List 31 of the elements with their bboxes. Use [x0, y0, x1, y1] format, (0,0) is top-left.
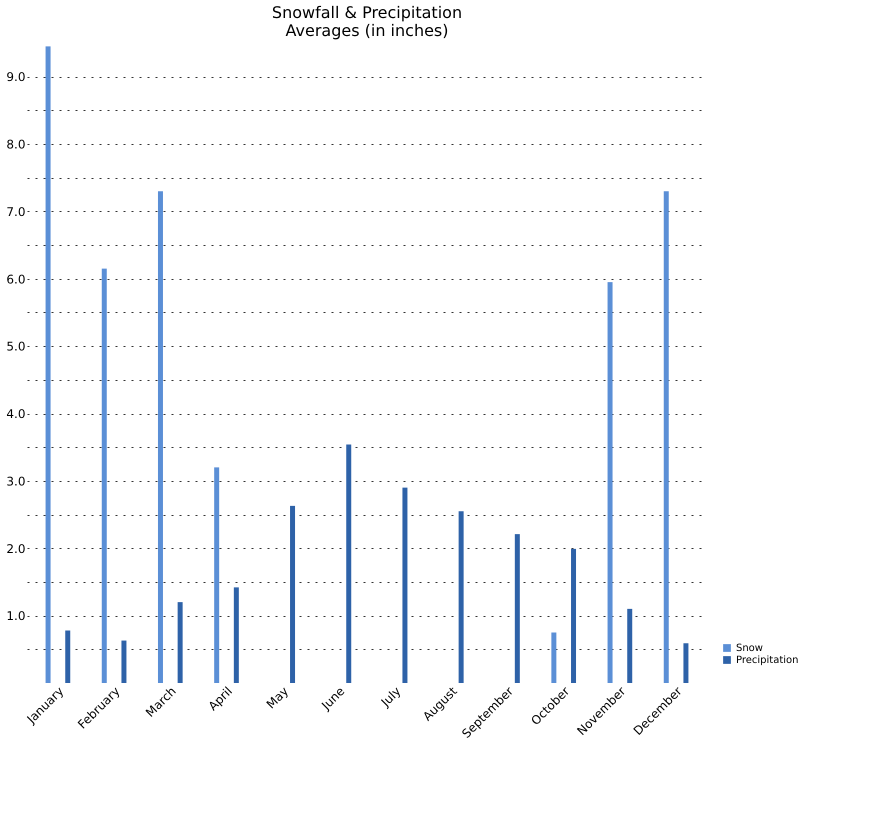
legend-label: Precipitation — [736, 655, 799, 666]
bar — [551, 632, 556, 683]
bar — [514, 534, 520, 683]
bar — [102, 268, 107, 683]
chart-title: Snowfall & Precipitation Averages (in inches) — [272, 3, 462, 40]
bar — [608, 282, 613, 683]
y-tick-label: 5.0 — [6, 340, 26, 354]
y-tick-label: 6.0 — [6, 272, 26, 286]
bar — [290, 506, 296, 683]
bar — [158, 191, 163, 683]
legend-label: Snow — [736, 643, 763, 654]
y-tick-label: 9.0 — [6, 70, 26, 84]
bar — [458, 511, 464, 683]
y-tick-label: 1.0 — [6, 609, 26, 624]
bar — [683, 643, 688, 683]
y-tick-label: 7.0 — [6, 204, 26, 219]
bar — [627, 608, 632, 683]
bar — [571, 548, 576, 683]
bar — [121, 640, 126, 683]
y-tick-label: 8.0 — [6, 138, 26, 152]
bar — [214, 467, 220, 683]
bar — [402, 488, 408, 683]
bar — [664, 191, 669, 683]
bar — [178, 602, 183, 683]
bar — [65, 630, 70, 683]
bar — [346, 444, 352, 683]
bar — [234, 587, 239, 683]
y-tick-label: 2.0 — [6, 542, 26, 556]
y-tick-label: 4.0 — [6, 407, 26, 422]
bar — [46, 46, 51, 683]
y-tick-label: 3.0 — [6, 474, 26, 488]
